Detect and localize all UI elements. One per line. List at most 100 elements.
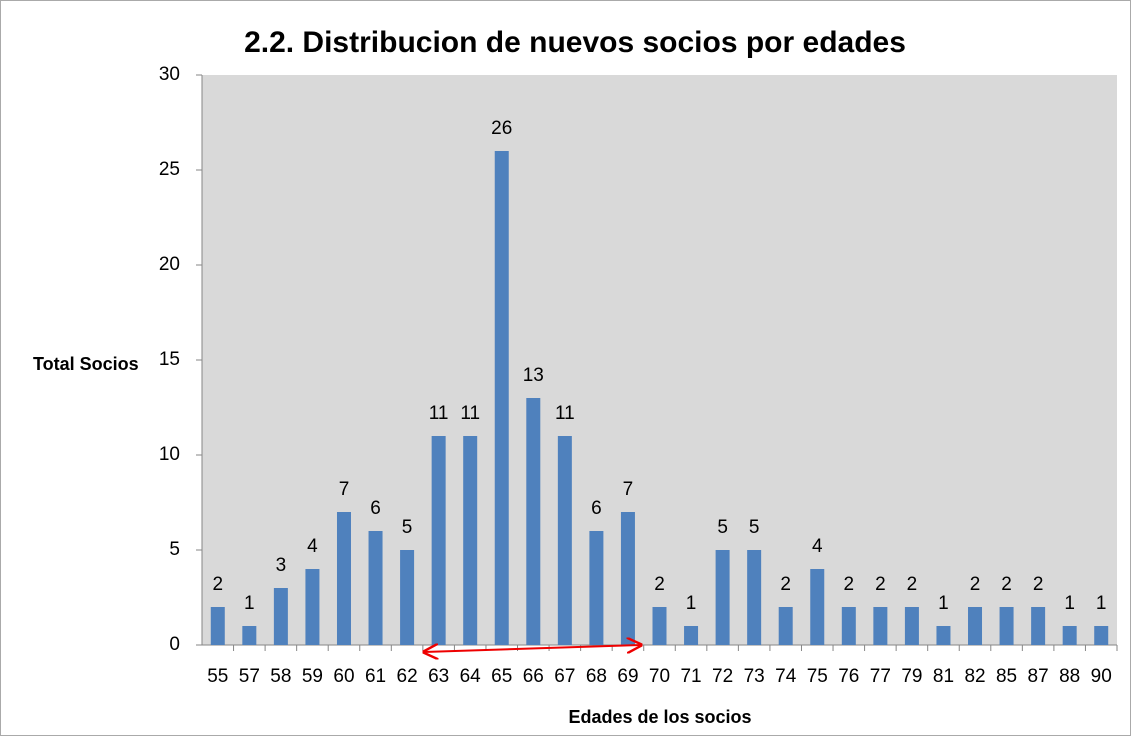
x-tick-label: 76 <box>838 666 859 687</box>
bar <box>210 607 225 645</box>
x-tick-label: 72 <box>712 666 733 687</box>
y-tick-label: 20 <box>159 254 180 275</box>
x-tick-label: 65 <box>491 666 512 687</box>
y-tick-label: 0 <box>169 634 180 655</box>
x-tick-label: 74 <box>775 666 797 687</box>
y-tick-label: 5 <box>169 539 180 560</box>
bar <box>873 607 888 645</box>
x-tick-label: 82 <box>964 666 985 687</box>
bar <box>557 436 572 645</box>
x-tick-label: 85 <box>996 666 1017 687</box>
data-label: 11 <box>429 403 449 424</box>
bar <box>936 626 951 645</box>
bar <box>904 607 919 645</box>
bar <box>1031 607 1046 645</box>
x-tick-label: 60 <box>333 666 354 687</box>
bar <box>778 607 793 645</box>
data-label: 3 <box>276 555 287 576</box>
bar <box>1062 626 1077 645</box>
bar <box>968 607 983 645</box>
data-label: 4 <box>307 536 318 557</box>
x-tick-label: 77 <box>870 666 891 687</box>
data-label: 7 <box>623 479 634 500</box>
bar <box>400 550 415 645</box>
x-tick-label: 90 <box>1091 666 1112 687</box>
x-tick-label: 69 <box>617 666 638 687</box>
x-tick-label: 73 <box>744 666 765 687</box>
bar <box>747 550 762 645</box>
x-tick-label: 66 <box>523 666 544 687</box>
x-tick-label: 63 <box>428 666 449 687</box>
data-label: 1 <box>1096 593 1107 614</box>
x-tick-label: 75 <box>807 666 828 687</box>
data-label: 1 <box>1064 593 1075 614</box>
data-label: 5 <box>402 517 413 538</box>
y-tick-label: 30 <box>159 64 180 85</box>
y-tick-label: 10 <box>159 444 180 465</box>
bar <box>494 151 509 645</box>
bar <box>620 512 635 645</box>
data-label: 7 <box>339 479 350 500</box>
bar <box>431 436 446 645</box>
marks: 0510152025305525715835946076166256311641… <box>159 64 1118 687</box>
bar <box>810 569 825 645</box>
data-label: 6 <box>591 498 602 519</box>
bar <box>1094 626 1109 645</box>
data-label: 5 <box>749 517 760 538</box>
x-tick-label: 87 <box>1028 666 1049 687</box>
data-label: 2 <box>1001 574 1012 595</box>
bar <box>715 550 730 645</box>
x-tick-label: 59 <box>302 666 323 687</box>
bar <box>463 436 478 645</box>
data-label: 1 <box>938 593 949 614</box>
bar <box>526 398 541 645</box>
data-label: 4 <box>812 536 823 557</box>
bar <box>273 588 288 645</box>
data-label: 2 <box>970 574 981 595</box>
x-tick-label: 64 <box>460 666 482 687</box>
range-arrow <box>424 645 641 652</box>
data-label: 2 <box>875 574 886 595</box>
data-label: 6 <box>370 498 381 519</box>
data-label: 2 <box>212 574 223 595</box>
x-tick-label: 88 <box>1059 666 1080 687</box>
data-label: 5 <box>717 517 728 538</box>
data-label: 13 <box>523 365 544 386</box>
bar <box>684 626 699 645</box>
data-label: 2 <box>654 574 665 595</box>
bar <box>999 607 1014 645</box>
bar <box>589 531 604 645</box>
data-label: 26 <box>491 118 512 139</box>
x-tick-label: 71 <box>680 666 701 687</box>
data-label: 2 <box>780 574 791 595</box>
bar <box>652 607 667 645</box>
x-tick-label: 79 <box>901 666 922 687</box>
x-tick-label: 57 <box>239 666 260 687</box>
y-tick-label: 25 <box>159 159 180 180</box>
x-tick-label: 67 <box>554 666 575 687</box>
x-tick-label: 55 <box>207 666 228 687</box>
bar <box>336 512 351 645</box>
x-axis-label: Edades de los socios <box>568 707 751 727</box>
y-axis-label: Total Socios <box>33 354 139 374</box>
bar <box>841 607 856 645</box>
x-tick-label: 62 <box>397 666 418 687</box>
chart-title: 2.2. Distribucion de nuevos socios por e… <box>244 26 906 59</box>
data-label: 2 <box>844 574 855 595</box>
bar <box>368 531 383 645</box>
data-label: 2 <box>907 574 918 595</box>
x-tick-label: 70 <box>649 666 670 687</box>
x-tick-label: 58 <box>270 666 291 687</box>
data-label: 1 <box>244 593 255 614</box>
bar <box>242 626 257 645</box>
data-label: 1 <box>686 593 697 614</box>
data-label: 11 <box>460 403 480 424</box>
data-label: 11 <box>555 403 575 424</box>
x-tick-label: 61 <box>365 666 386 687</box>
bar <box>305 569 320 645</box>
x-tick-label: 68 <box>586 666 607 687</box>
data-label: 2 <box>1033 574 1044 595</box>
plot-area <box>202 75 1117 645</box>
x-tick-label: 81 <box>933 666 954 687</box>
